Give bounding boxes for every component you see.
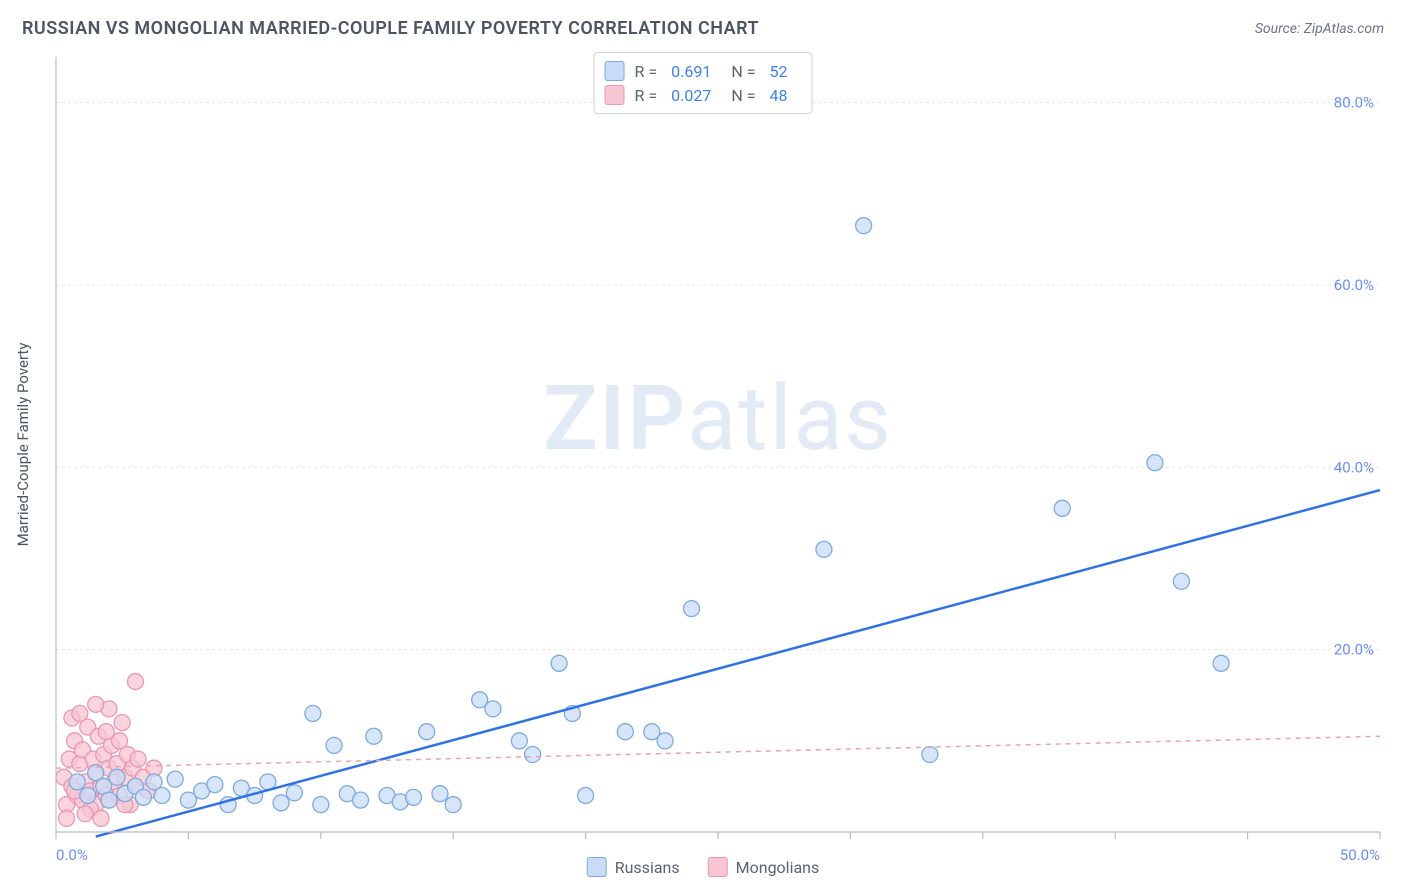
legend-swatch-russians xyxy=(605,61,625,81)
chart-title: RUSSIAN VS MONGOLIAN MARRIED-COUPLE FAMI… xyxy=(22,18,759,39)
data-point xyxy=(305,705,321,721)
data-point xyxy=(1147,455,1163,471)
data-point xyxy=(578,788,594,804)
series-legend: Russians Mongolians xyxy=(587,857,820,877)
data-point xyxy=(98,724,114,740)
regression-line xyxy=(96,490,1380,836)
data-point xyxy=(77,806,93,822)
y-tick-label: 40.0% xyxy=(1334,458,1374,476)
x-tick-label: 0.0% xyxy=(56,846,88,864)
data-point xyxy=(135,789,151,805)
x-tick-label: 50.0% xyxy=(1340,846,1380,864)
data-point xyxy=(109,769,125,785)
y-tick-label: 80.0% xyxy=(1334,94,1374,112)
data-point xyxy=(273,795,289,811)
data-point xyxy=(69,774,85,790)
data-point xyxy=(922,747,938,763)
data-point xyxy=(313,797,329,813)
data-point xyxy=(80,788,96,804)
legend-swatch-russians-b xyxy=(587,857,607,877)
y-tick-label: 20.0% xyxy=(1334,641,1374,659)
legend-swatch-mongolians-b xyxy=(708,857,728,877)
data-point xyxy=(353,792,369,808)
y-tick-label: 60.0% xyxy=(1334,276,1374,294)
data-point xyxy=(485,701,501,717)
chart-area: ZIPatlas 0.0% 50.0% 20.0% 40.0% 60.0% 80.0% Mar… xyxy=(0,47,1406,877)
chart-source: Source: ZipAtlas.com xyxy=(1255,21,1384,37)
data-point xyxy=(856,218,872,234)
data-point xyxy=(127,674,143,690)
data-point xyxy=(551,655,567,671)
data-point xyxy=(366,728,382,744)
data-point xyxy=(816,541,832,557)
data-point xyxy=(684,601,700,617)
legend-row-mongolians: R = 0.027 N = 48 xyxy=(605,83,798,107)
y-axis-label: Married-Couple Family Poverty xyxy=(14,343,32,547)
svg-text:ZIPatlas: ZIPatlas xyxy=(543,366,893,471)
data-point xyxy=(326,737,342,753)
data-point xyxy=(1173,573,1189,589)
legend-item-russians: Russians xyxy=(587,857,680,877)
legend-swatch-mongolians xyxy=(605,85,625,105)
data-point xyxy=(286,785,302,801)
data-point xyxy=(419,724,435,740)
data-point xyxy=(617,724,633,740)
data-point xyxy=(88,696,104,712)
r-value-mongolians: 0.027 xyxy=(671,86,711,105)
data-point xyxy=(154,788,170,804)
r-value-russians: 0.691 xyxy=(671,62,711,81)
chart-header: RUSSIAN VS MONGOLIAN MARRIED-COUPLE FAMI… xyxy=(0,0,1406,47)
legend-row-russians: R = 0.691 N = 52 xyxy=(605,59,798,83)
data-point xyxy=(432,786,448,802)
data-point xyxy=(1054,500,1070,516)
legend-label-mongolians: Mongolians xyxy=(736,858,820,877)
data-point xyxy=(93,810,109,826)
data-point xyxy=(445,797,461,813)
data-point xyxy=(207,777,223,793)
data-point xyxy=(130,751,146,767)
regression-line xyxy=(56,736,1380,768)
data-point xyxy=(511,733,527,749)
data-point xyxy=(167,771,183,787)
data-point xyxy=(114,715,130,731)
data-point xyxy=(657,733,673,749)
correlation-legend: R = 0.691 N = 52 R = 0.027 N = 48 xyxy=(594,52,813,114)
data-point xyxy=(405,789,421,805)
n-value-russians: 52 xyxy=(769,62,787,81)
data-point xyxy=(101,792,117,808)
scatter-chart: ZIPatlas 0.0% 50.0% 20.0% 40.0% 60.0% 80.0% Mar… xyxy=(0,47,1406,877)
data-point xyxy=(1213,655,1229,671)
legend-item-mongolians: Mongolians xyxy=(708,857,820,877)
legend-label-russians: Russians xyxy=(615,858,680,877)
data-point xyxy=(59,810,75,826)
data-point xyxy=(525,747,541,763)
data-point xyxy=(72,705,88,721)
n-value-mongolians: 48 xyxy=(769,86,787,105)
